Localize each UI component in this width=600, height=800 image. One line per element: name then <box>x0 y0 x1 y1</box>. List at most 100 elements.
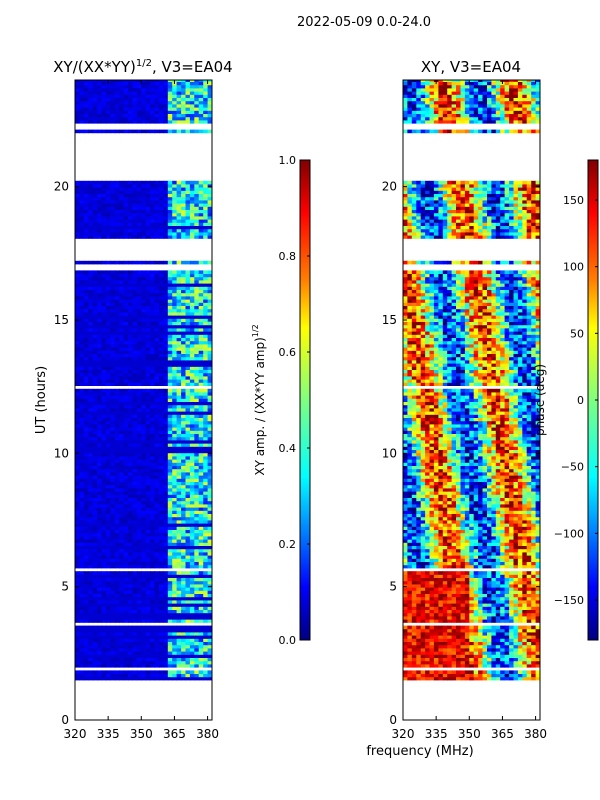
amp-cell <box>123 270 129 274</box>
amp-cell <box>189 632 195 636</box>
amp-cell <box>114 296 120 300</box>
amp-cell <box>123 107 129 111</box>
amp-cell <box>92 395 98 399</box>
amp-cell <box>172 555 178 559</box>
amp-cell <box>167 104 173 108</box>
amp-cell <box>181 401 187 406</box>
amp-cell <box>79 452 85 457</box>
amp-cell <box>114 536 120 540</box>
amp-cell <box>92 292 98 297</box>
amp-cell <box>150 500 156 505</box>
amp-cell <box>101 507 107 511</box>
amp-cell <box>176 382 182 386</box>
amp-cell <box>203 600 209 604</box>
amp-cell <box>128 481 133 486</box>
amp-cell <box>145 590 151 594</box>
amp-cell <box>163 664 169 668</box>
amp-cell <box>75 584 80 588</box>
amp-cell <box>123 321 129 326</box>
amp-cell <box>92 283 98 287</box>
amp-cell <box>119 616 125 620</box>
amp-cell <box>194 500 200 505</box>
phase-cell <box>420 673 426 678</box>
amp-cell <box>198 609 204 614</box>
amp-cell <box>83 440 89 444</box>
amp-cell <box>145 536 151 540</box>
amp-cell <box>110 318 116 322</box>
amp-cell <box>163 446 169 450</box>
amp-cell <box>123 190 129 194</box>
amp-cell <box>203 660 209 665</box>
amp-cell <box>75 651 80 655</box>
amp-cell <box>198 395 204 399</box>
amp-cell <box>176 536 182 540</box>
amp-cell <box>101 404 107 409</box>
amp-cell <box>79 603 85 607</box>
amp-cell <box>176 552 182 556</box>
amp-cell <box>132 318 138 322</box>
amp-cell <box>150 577 156 582</box>
amp-cell <box>114 328 120 332</box>
amp-cell <box>176 353 182 358</box>
amp-cell <box>198 417 204 422</box>
amp-cell <box>207 552 212 556</box>
amp-cell <box>128 379 133 383</box>
amp-cell <box>172 516 178 521</box>
amp-cell <box>114 350 120 354</box>
amp-cell <box>198 209 204 214</box>
amp-cell <box>101 449 107 454</box>
amp-cell <box>105 308 111 313</box>
amp-cell <box>198 523 204 527</box>
amp-cell <box>97 411 103 415</box>
amp-cell <box>207 280 212 284</box>
amp-cell <box>154 673 160 678</box>
amp-cell <box>114 401 120 406</box>
amp-cell <box>198 232 204 236</box>
amp-cell <box>101 596 107 601</box>
amp-cell <box>194 305 200 310</box>
amp-cell <box>79 641 85 646</box>
amp-cell <box>150 193 156 198</box>
amp-cell <box>92 590 98 594</box>
amp-cell <box>207 510 212 514</box>
amp-cell <box>114 520 120 524</box>
amp-cell <box>154 616 160 620</box>
amp-cell <box>114 484 120 489</box>
amp-cell <box>88 504 94 508</box>
amp-cell <box>203 276 209 281</box>
amp-cell <box>154 532 160 537</box>
amp-cell <box>176 606 182 610</box>
amp-cell <box>119 235 125 239</box>
amp-cell <box>105 190 111 194</box>
amp-cell <box>101 222 107 226</box>
amp-cell <box>75 334 80 338</box>
amp-cell <box>150 433 156 438</box>
amp-cell <box>128 660 133 665</box>
amp-cell <box>128 488 133 492</box>
amp-cell <box>167 129 173 134</box>
amp-cell <box>189 379 195 383</box>
amp-cell <box>150 673 156 678</box>
amp-cell <box>92 376 98 380</box>
amp-cell <box>167 430 173 434</box>
amp-cell <box>83 81 89 86</box>
amp-cell <box>203 516 209 521</box>
amp-cell <box>83 331 89 335</box>
amp-cell <box>145 488 151 492</box>
amp-cell <box>110 283 116 287</box>
amp-cell <box>185 420 191 425</box>
amp-cell <box>128 548 133 553</box>
amp-cell <box>207 219 212 223</box>
amp-cell <box>92 193 98 198</box>
amp-cell <box>88 376 94 380</box>
amp-cell <box>181 228 187 233</box>
amp-cell <box>123 302 129 306</box>
amp-cell <box>203 619 209 623</box>
amp-cell <box>119 324 125 329</box>
amp-cell <box>128 529 133 534</box>
amp-cell <box>176 481 182 486</box>
amp-cell <box>154 427 160 431</box>
amp-cell <box>128 225 133 230</box>
amp-cell <box>92 369 98 374</box>
amp-cell <box>198 593 204 598</box>
